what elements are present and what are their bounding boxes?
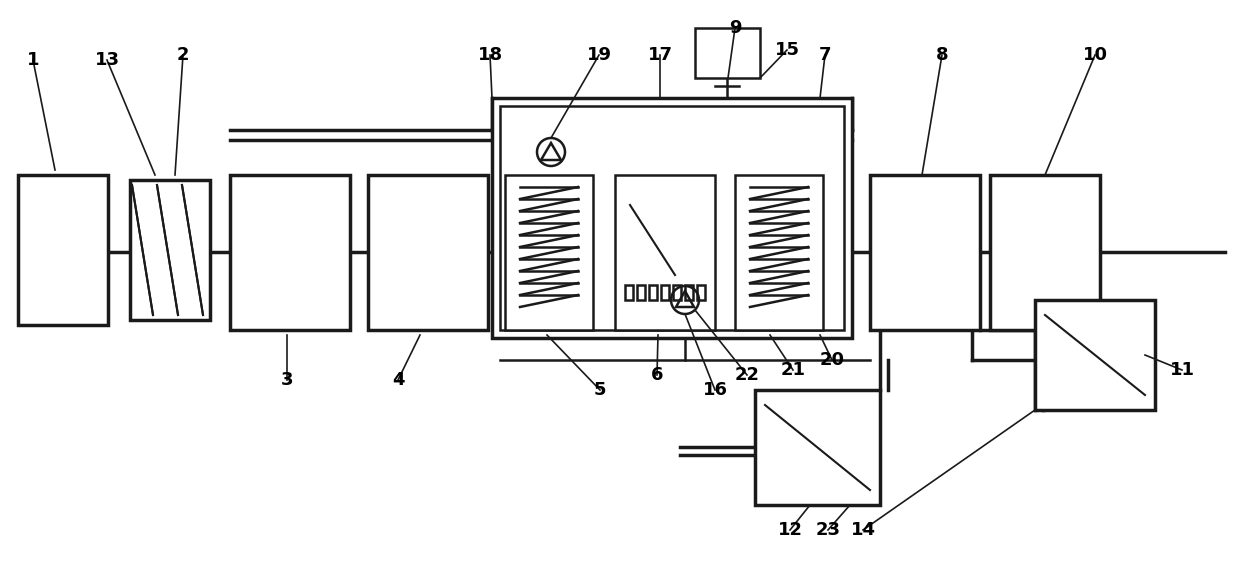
Bar [1035, 300, 1154, 410]
Text: 18: 18 [477, 46, 502, 64]
Bar [229, 175, 350, 330]
Text: 23: 23 [816, 521, 841, 539]
Text: 19: 19 [587, 46, 611, 64]
Bar [615, 175, 715, 330]
Bar [368, 175, 489, 330]
Bar [990, 175, 1100, 330]
Text: 3: 3 [280, 371, 293, 389]
Text: 4: 4 [392, 371, 404, 389]
Text: 1: 1 [27, 51, 40, 69]
Text: 15: 15 [775, 41, 800, 59]
Text: 13: 13 [94, 51, 119, 69]
Text: 6: 6 [651, 366, 663, 384]
Text: 16: 16 [703, 381, 728, 399]
Bar [505, 175, 593, 330]
Bar [870, 175, 980, 330]
Text: 12: 12 [777, 521, 802, 539]
Text: 2: 2 [177, 46, 190, 64]
Bar [649, 285, 657, 300]
Text: 8: 8 [936, 46, 949, 64]
Text: 11: 11 [1169, 361, 1194, 379]
Text: 20: 20 [820, 351, 844, 369]
Bar [694, 28, 760, 78]
Bar [661, 285, 670, 300]
Bar [735, 175, 823, 330]
Bar [697, 285, 706, 300]
Text: 21: 21 [780, 361, 806, 379]
Text: 17: 17 [647, 46, 672, 64]
Text: 7: 7 [818, 46, 831, 64]
Bar [755, 390, 880, 505]
Bar [684, 285, 693, 300]
Bar [673, 285, 681, 300]
Bar [492, 98, 852, 338]
Bar [637, 285, 645, 300]
Bar [130, 180, 210, 320]
Text: 22: 22 [734, 366, 759, 384]
Bar [500, 106, 844, 330]
Text: 14: 14 [851, 521, 875, 539]
Bar [19, 175, 108, 325]
Text: 5: 5 [594, 381, 606, 399]
Bar [625, 285, 632, 300]
Text: 10: 10 [1083, 46, 1107, 64]
Text: 9: 9 [729, 19, 742, 37]
